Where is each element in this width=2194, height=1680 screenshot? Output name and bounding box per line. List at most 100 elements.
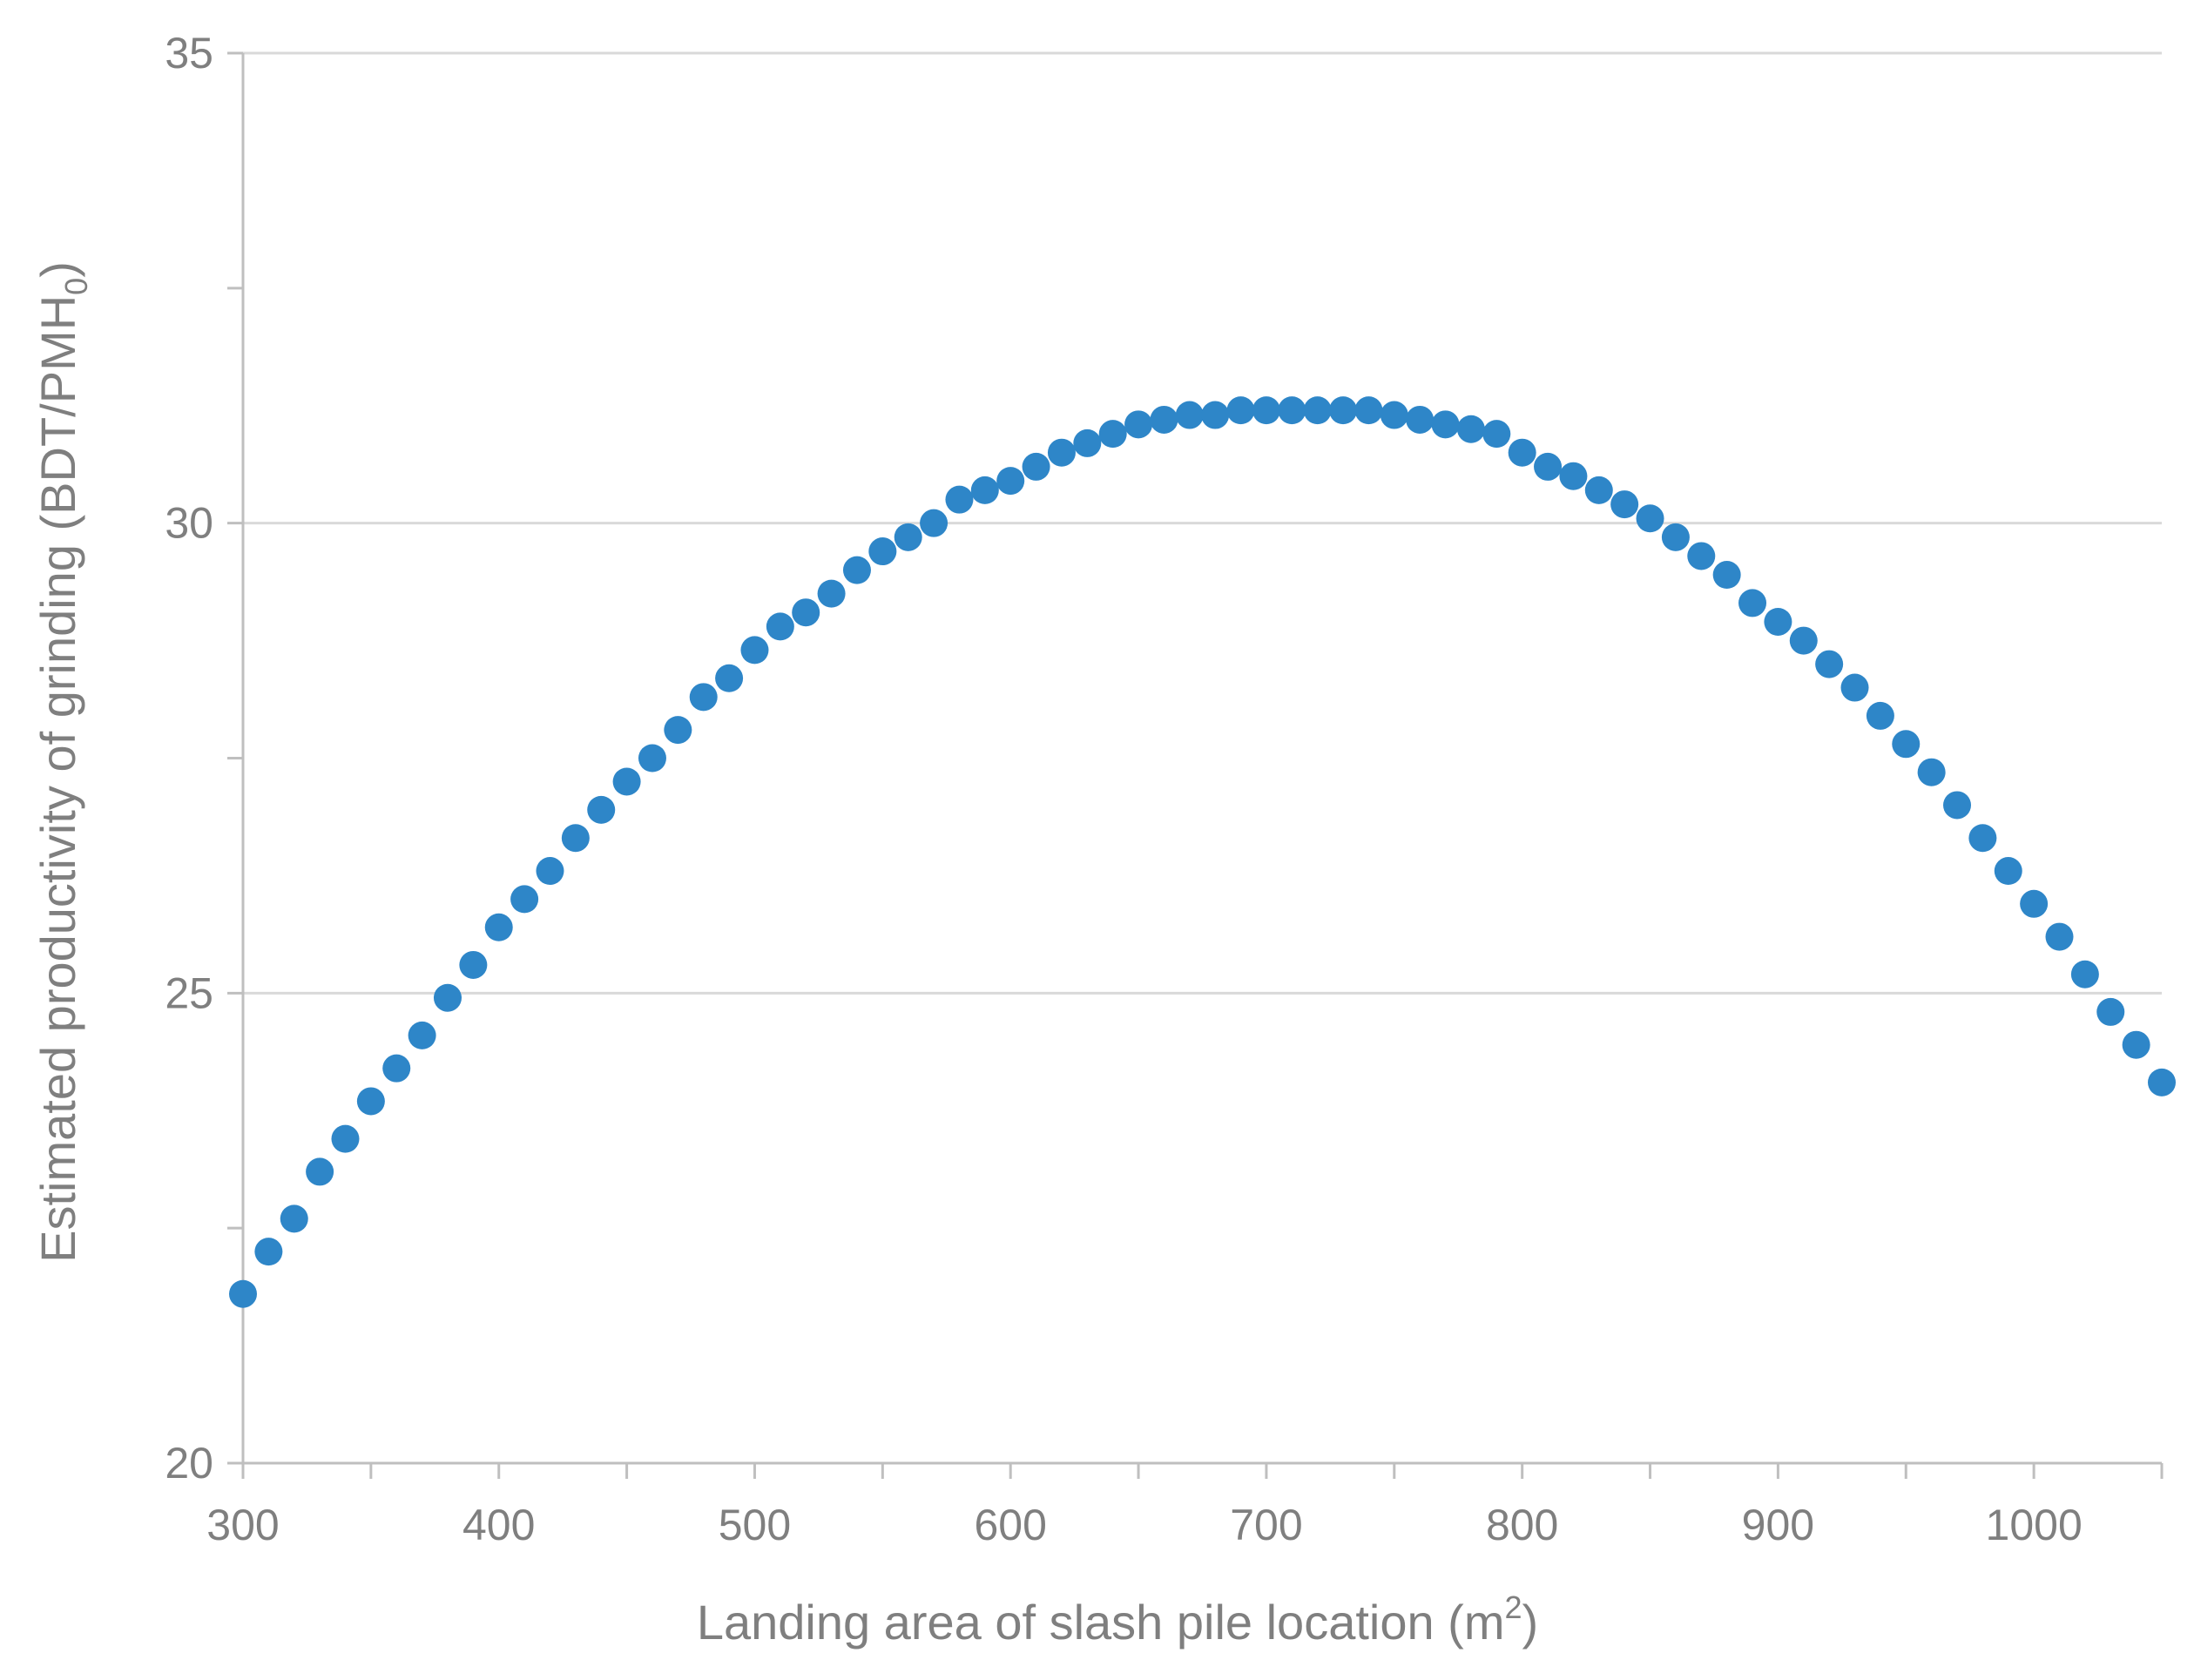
data-point (1150, 405, 1178, 434)
data-point (1559, 462, 1588, 490)
data-point (1943, 791, 1972, 820)
data-point (1738, 589, 1767, 617)
x-tick-label-900: 900 (1742, 1501, 1814, 1549)
data-point (1712, 561, 1741, 590)
data-point (1534, 452, 1563, 481)
data-point (2070, 960, 2099, 988)
x-tick-label-500: 500 (719, 1501, 791, 1549)
data-point (2122, 1030, 2150, 1059)
data-point (536, 857, 564, 886)
y-axis-title: Estimated productivity of grinding (BDT/… (30, 261, 94, 1263)
x-axis-title-end: ) (1522, 1595, 1539, 1650)
data-point (510, 885, 539, 914)
data-point (459, 950, 488, 979)
data-point (1636, 504, 1664, 533)
data-point (1124, 410, 1153, 439)
x-axis-title: Landing area of slash pile location (m2) (697, 1589, 1538, 1650)
gridlines (243, 51, 2162, 995)
data-point (970, 476, 999, 504)
data-point (817, 579, 846, 608)
data-point (1456, 415, 1485, 443)
data-point (1610, 490, 1639, 519)
data-point (612, 767, 641, 796)
data-point (689, 683, 718, 712)
x-axis-title-superscript: 2 (1504, 1589, 1522, 1625)
data-point (920, 509, 948, 537)
data-point (2096, 997, 2125, 1026)
data-point (2020, 889, 2049, 918)
data-point (1201, 401, 1230, 429)
data-point (229, 1279, 257, 1308)
data-point (408, 1021, 436, 1049)
data-point (1354, 396, 1383, 425)
x-tick-label-1000: 1000 (1986, 1501, 2083, 1549)
data-point (638, 744, 666, 773)
data-point (1687, 542, 1716, 570)
x-tick-label-600: 600 (974, 1501, 1046, 1549)
data-point (1892, 730, 1921, 759)
data-point (1073, 428, 1102, 457)
data-point (1994, 857, 2022, 886)
data-point (1840, 673, 1869, 702)
y-tick-label-20: 20 (165, 1439, 213, 1488)
data-point (1866, 701, 1894, 730)
data-point (1303, 396, 1332, 425)
data-point (664, 716, 692, 745)
data-point (1047, 438, 1076, 467)
data-point (306, 1157, 334, 1186)
data-point (842, 556, 871, 584)
data-point (868, 537, 897, 566)
data-point (1661, 523, 1690, 551)
data-point (1764, 607, 1792, 636)
y-tick-label-30: 30 (165, 499, 213, 548)
data-point (996, 467, 1025, 496)
data-point (1431, 410, 1460, 439)
y-axis-title-subscript: 0 (58, 278, 94, 295)
data-point (792, 598, 820, 627)
data-point (331, 1124, 360, 1153)
data-point (356, 1087, 385, 1116)
data-points (229, 396, 2176, 1308)
data-point (2148, 1068, 2176, 1096)
data-point (561, 824, 590, 853)
data-point (766, 612, 794, 641)
data-point (1584, 476, 1613, 504)
data-point (1252, 396, 1280, 425)
data-point (945, 485, 974, 514)
data-point (1022, 452, 1050, 481)
tick-labels: 20 25 30 35 300 400 500 600 700 800 900 1000 (165, 29, 2082, 1549)
data-point (433, 983, 462, 1012)
data-point (1329, 396, 1358, 425)
data-point (1482, 420, 1511, 449)
x-tick-label-300: 300 (206, 1501, 279, 1549)
x-tick-label-700: 700 (1230, 1501, 1302, 1549)
y-axis-title-main: Estimated productivity of grinding (BDT/… (30, 295, 85, 1263)
data-point (1175, 401, 1204, 429)
data-point (280, 1204, 308, 1233)
x-tick-label-800: 800 (1486, 1501, 1558, 1549)
data-point (715, 664, 744, 692)
x-tick-label-400: 400 (462, 1501, 535, 1549)
data-point (1917, 758, 1946, 786)
y-tick-label-25: 25 (165, 968, 213, 1017)
axes (241, 53, 2162, 1465)
data-point (587, 795, 616, 824)
data-point (1968, 824, 1997, 853)
data-point (894, 523, 922, 551)
data-point (382, 1054, 411, 1083)
data-point (1406, 405, 1435, 434)
data-point (1815, 650, 1844, 678)
y-axis-title-end: ) (30, 261, 85, 278)
data-point (2045, 922, 2074, 951)
data-point (1226, 396, 1255, 425)
data-point (1789, 626, 1818, 655)
y-tick-label-35: 35 (165, 29, 213, 78)
data-point (254, 1238, 283, 1266)
data-point (1278, 396, 1306, 425)
data-point (484, 913, 513, 941)
data-point (1508, 438, 1536, 467)
data-point (1098, 420, 1127, 449)
data-point (740, 636, 769, 665)
axis-ticks (227, 51, 2164, 1479)
